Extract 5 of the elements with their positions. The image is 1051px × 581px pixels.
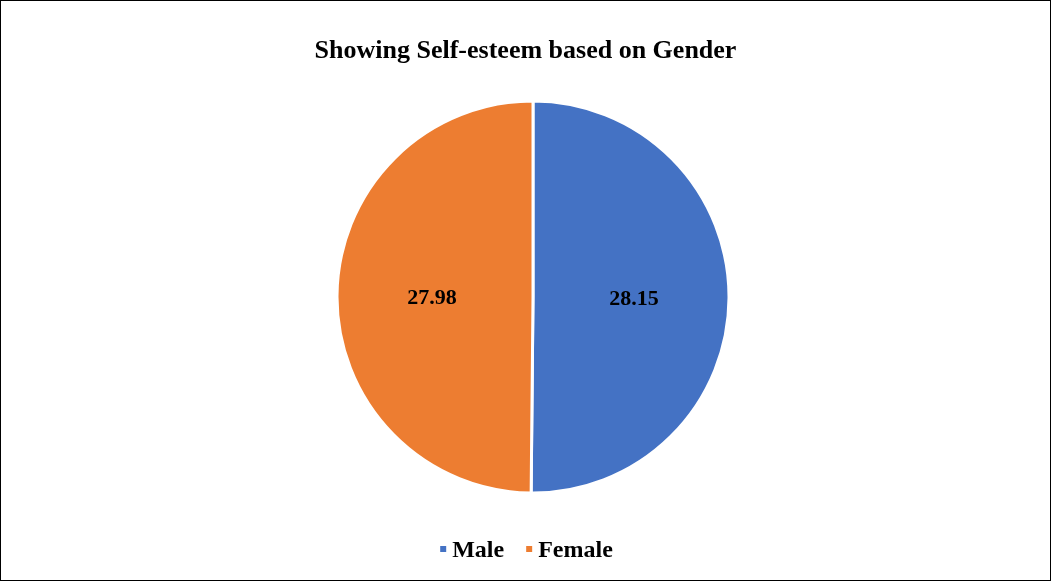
legend-label: Male [452,536,505,562]
data-label: 27.98 [407,284,457,310]
data-label: 28.15 [609,284,659,310]
legend-label: Female [538,536,614,562]
chart-title: Showing Self-esteem based on Gender [314,34,737,64]
